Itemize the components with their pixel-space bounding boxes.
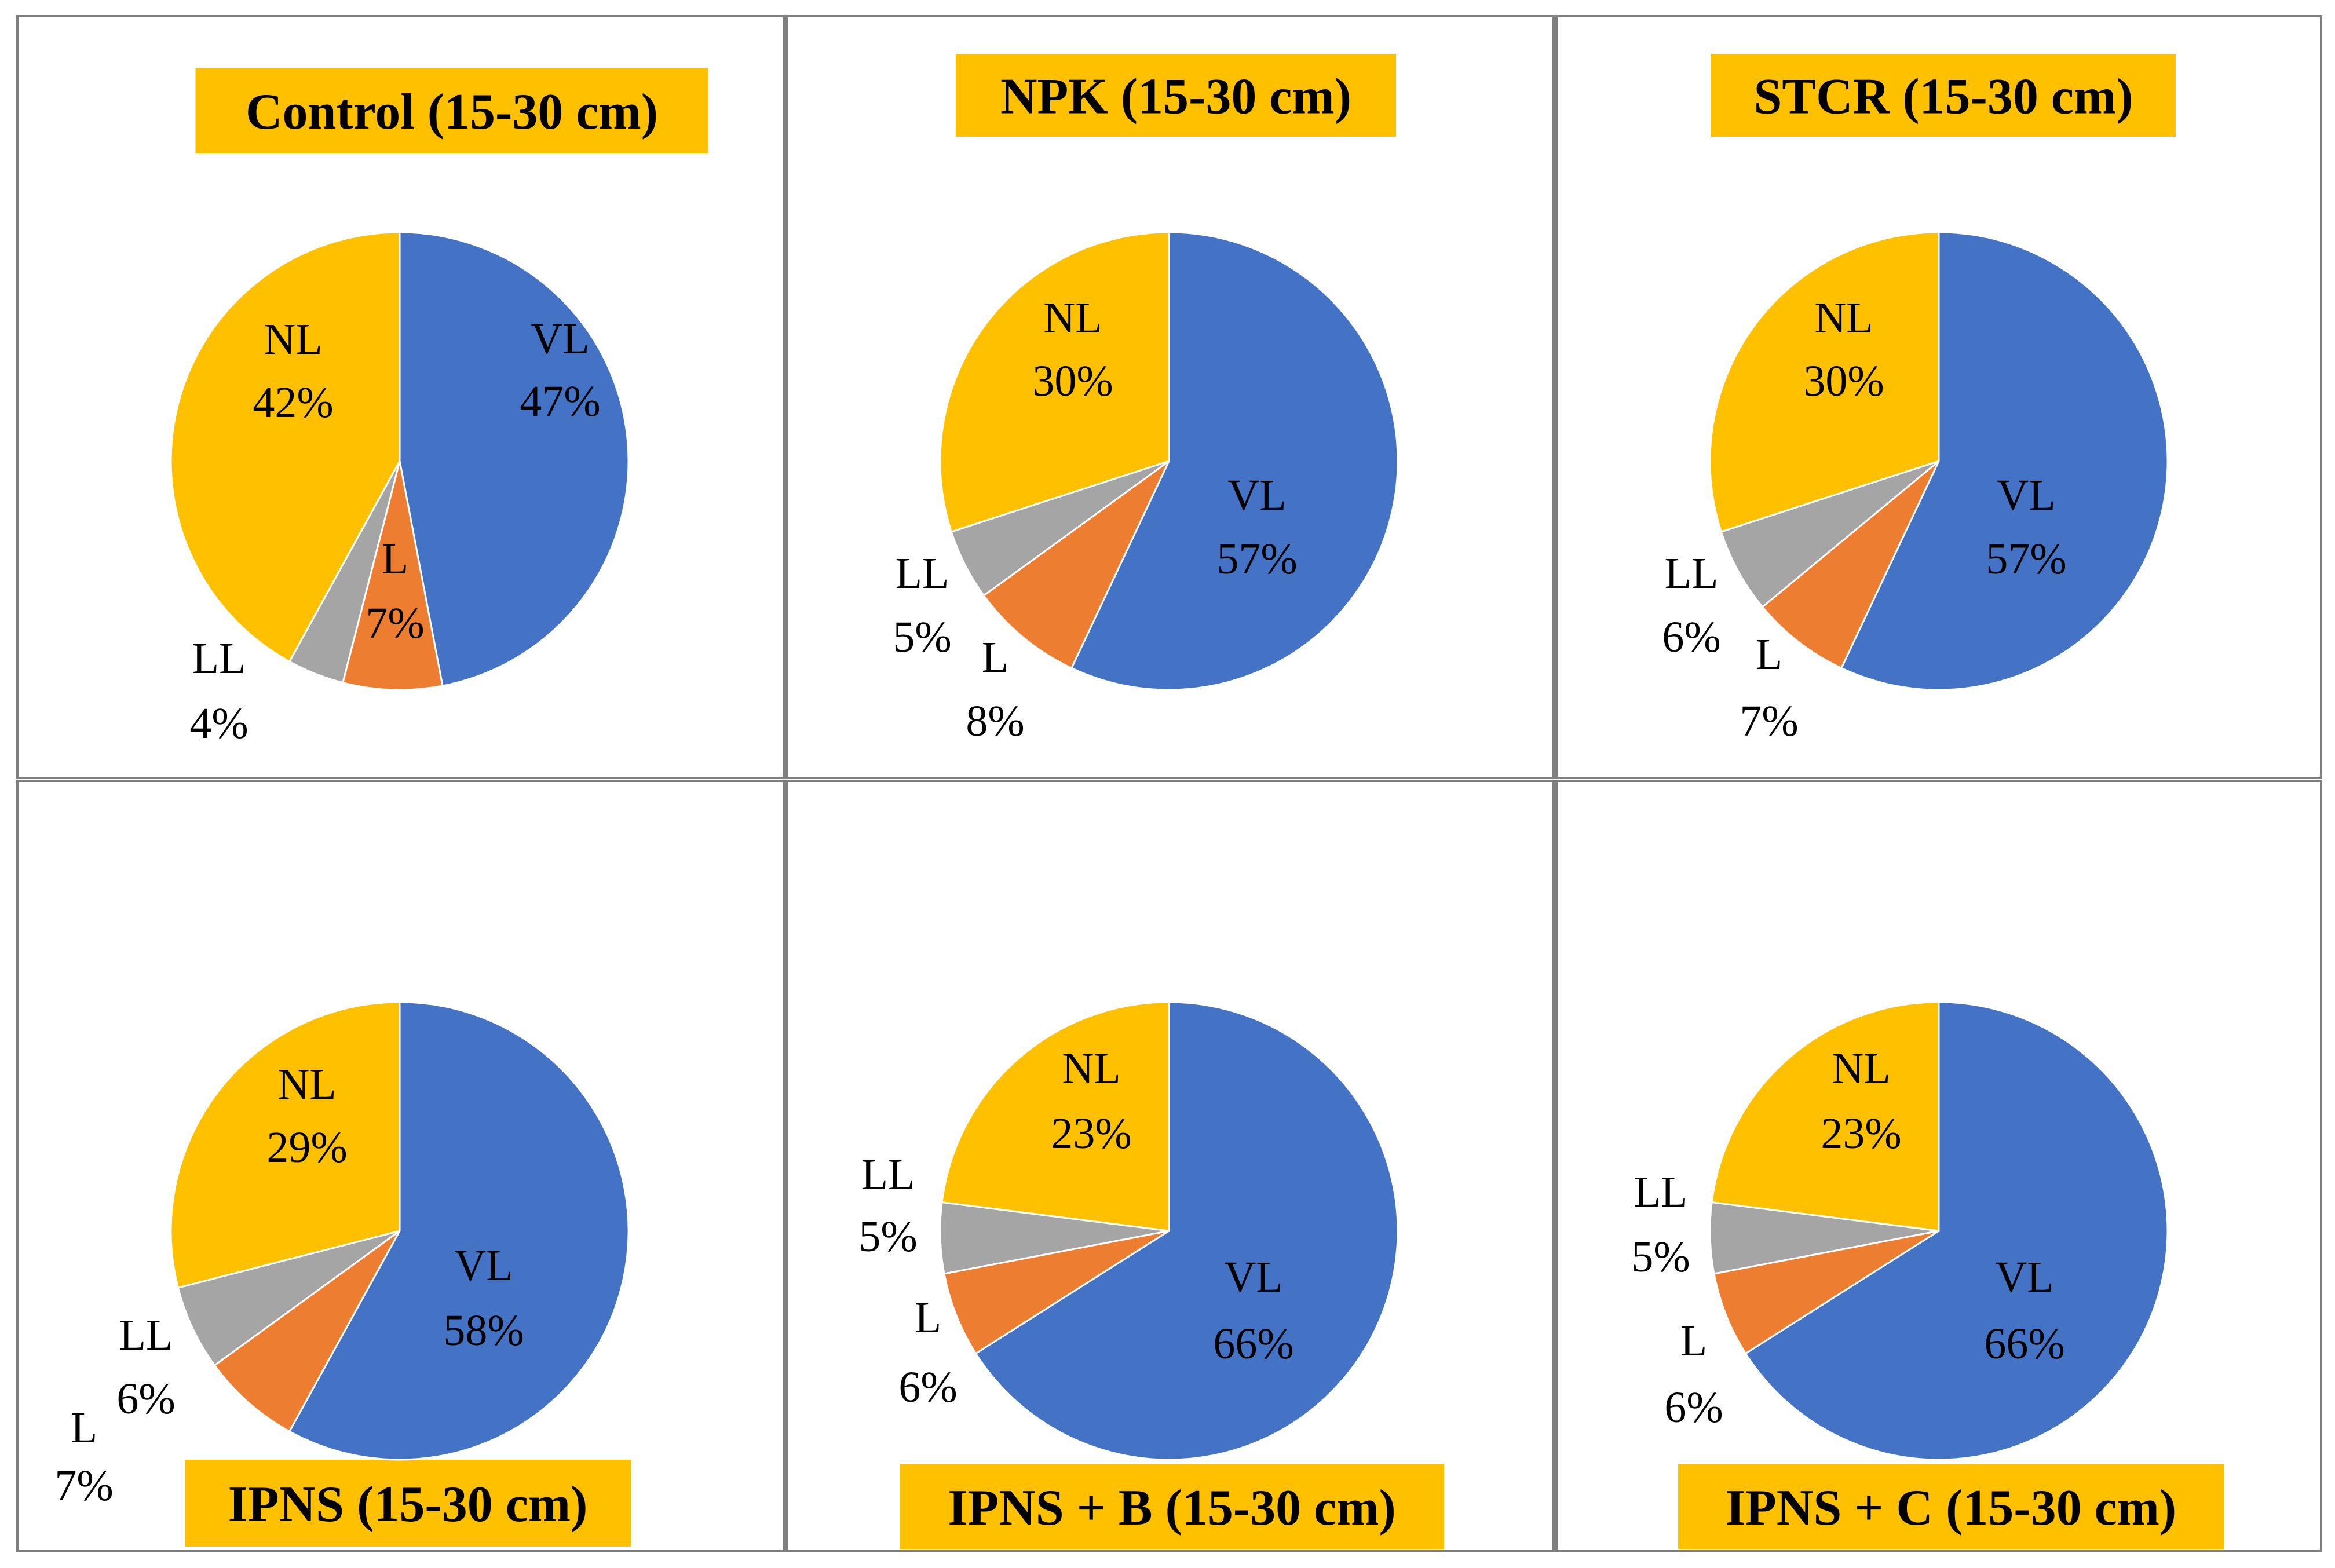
slice-percent-label: 30% — [1803, 357, 1884, 405]
slice-category-label: NL — [1832, 1044, 1890, 1093]
slice-percent-label: 6% — [898, 1363, 957, 1412]
title-box — [195, 68, 708, 153]
slice-percent-label: 7% — [54, 1461, 113, 1510]
slice-category-label: LL — [1634, 1168, 1688, 1216]
slice-category-label: LL — [1665, 549, 1719, 598]
slice-percent-label: 57% — [1986, 535, 2066, 583]
slice-percent-label: 23% — [1051, 1109, 1131, 1158]
title-box — [185, 1460, 631, 1547]
slice-percent-label: 4% — [189, 699, 248, 748]
slice-percent-label: 66% — [1984, 1320, 2064, 1368]
pie-panel-1: Control (15-30 cm) VL 47% L 7% LL 4% NL 42% — [16, 15, 785, 779]
slice-percent-label: 5% — [858, 1212, 917, 1261]
slice-percent-label: 6% — [1664, 1383, 1723, 1432]
slice-percent-label: 42% — [253, 378, 333, 427]
pie-slice-nl — [941, 1001, 1170, 1232]
slice-category-label: L — [1756, 630, 1782, 679]
pie-slice-nl — [939, 231, 1170, 533]
chart-title: NPK (15-30 cm) — [1000, 69, 1351, 125]
slice-category-label: L — [915, 1293, 941, 1342]
slice-percent-label: 7% — [1740, 697, 1798, 745]
slice-category-label: LL — [861, 1150, 915, 1199]
slice-percent-label: 58% — [443, 1306, 524, 1355]
chart-title: IPNS + B (15-30 cm) — [948, 1480, 1396, 1536]
chart-title: IPNS (15-30 cm) — [228, 1476, 588, 1533]
pie-slice-nl — [1711, 1001, 1940, 1232]
pie-slice-nl — [1709, 231, 1940, 533]
chart-title: Control (15-30 cm) — [246, 84, 658, 140]
slice-percent-label: 5% — [1631, 1233, 1690, 1281]
chart-title: STCR (15-30 cm) — [1753, 69, 2133, 125]
slice-category-label: NL — [1814, 294, 1873, 342]
pie-panel-4: IPNS (15-30 cm) VL 58% L 7% LL 6% NL 29% — [16, 780, 785, 1552]
pie-slice-l — [341, 460, 444, 691]
slice-category-label: VL — [454, 1241, 513, 1290]
slice-percent-label: 8% — [966, 697, 1024, 745]
slice-category-label: NL — [1062, 1044, 1120, 1093]
slice-category-label: VL — [1997, 471, 2055, 520]
pie-slice-vl — [1744, 1001, 2169, 1461]
title-box — [956, 54, 1396, 137]
pie-slice-l — [213, 1230, 401, 1433]
pie-slice-l — [943, 1230, 1170, 1355]
slice-category-label: L — [1680, 1317, 1707, 1365]
slice-category-label: NL — [1043, 294, 1102, 342]
slice-category-label: LL — [192, 634, 246, 683]
pie-slice-l — [1761, 460, 1940, 670]
slice-category-label: NL — [277, 1060, 336, 1109]
pie-slice-l — [1713, 1230, 1939, 1355]
slice-category-label: VL — [1224, 1253, 1282, 1302]
pie-slice-nl — [170, 1001, 401, 1289]
slice-percent-label: 6% — [116, 1375, 175, 1423]
pie-slice-vl — [288, 1001, 630, 1461]
slice-percent-label: 5% — [893, 613, 951, 661]
chart-title: IPNS + C (15-30 cm) — [1726, 1480, 2176, 1536]
slice-category-label: VL — [1227, 471, 1286, 520]
title-box — [900, 1464, 1444, 1549]
slice-category-label: L — [382, 535, 408, 583]
slice-percent-label: 57% — [1216, 535, 1297, 583]
pie-slice-vl — [974, 1001, 1399, 1461]
pie-panel-3: STCR (15-30 cm) VL 57% L 7% LL 6% NL 30% — [1555, 15, 2322, 779]
slice-category-label: LL — [119, 1311, 173, 1359]
slice-percent-label: 30% — [1032, 357, 1113, 405]
slice-category-label: LL — [896, 549, 949, 598]
title-box — [1711, 54, 2176, 137]
slice-percent-label: 66% — [1213, 1320, 1293, 1368]
pie-panel-5: IPNS + B (15-30 cm) VL 66% L 6% LL 5% NL 23% — [785, 780, 1555, 1552]
pie-slice-l — [982, 460, 1170, 670]
slice-percent-label: 6% — [1662, 613, 1720, 661]
slice-category-label: NL — [264, 315, 322, 364]
pie-slice-vl — [399, 231, 630, 687]
pie-slice-ll — [177, 1230, 400, 1367]
slice-percent-label: 23% — [1821, 1109, 1901, 1158]
pie-slice-nl — [170, 231, 401, 663]
pie-slice-vl — [1840, 231, 2169, 691]
slice-percent-label: 29% — [266, 1123, 347, 1172]
slice-percent-label: 47% — [520, 377, 600, 426]
pie-panel-6: IPNS + C (15-30 cm) VL 66% L 6% LL 5% NL 23% — [1555, 780, 2322, 1552]
slice-category-label: VL — [1995, 1253, 2053, 1302]
slice-category-label: L — [71, 1403, 97, 1452]
pie-slice-ll — [1720, 460, 1939, 608]
slice-percent-label: 7% — [366, 599, 424, 648]
slice-category-label: L — [982, 633, 1008, 682]
slice-category-label: VL — [531, 315, 589, 363]
pie-slice-vl — [1070, 231, 1399, 691]
title-box — [1678, 1464, 2224, 1549]
pie-panel-2: NPK (15-30 cm) VL 57% L 8% LL 5% NL 30% — [785, 15, 1555, 779]
